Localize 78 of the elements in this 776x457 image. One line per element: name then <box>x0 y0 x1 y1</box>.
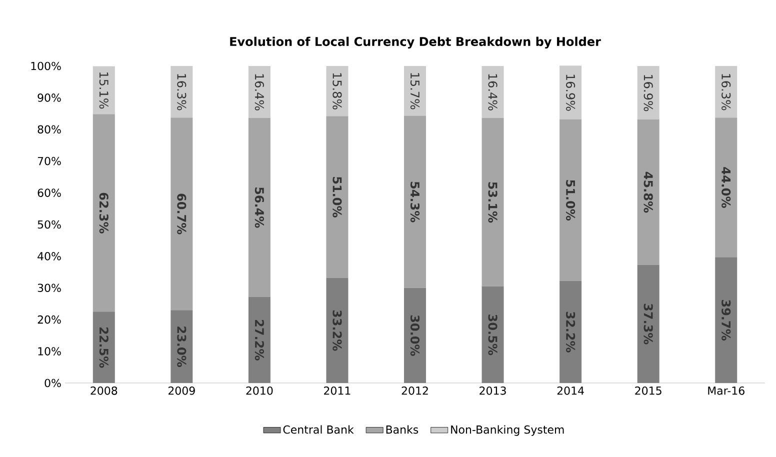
data-label: 39.7% <box>722 300 731 340</box>
x-tick-label: 2014 <box>557 386 584 395</box>
bar <box>326 66 348 116</box>
y-tick-label: 60% <box>38 188 61 197</box>
bar <box>404 288 426 383</box>
data-label: 56.4% <box>254 187 264 228</box>
y-tick-label: 80% <box>38 125 61 134</box>
bar <box>92 114 115 312</box>
x-tick-label: Mar-16 <box>708 386 744 395</box>
x-tick-label: 2010 <box>246 386 273 395</box>
legend-label: Non-Banking System <box>451 425 564 436</box>
legend-label: Banks <box>386 425 418 434</box>
x-tick-label: 2008 <box>90 386 118 395</box>
data-label: 33.2% <box>332 310 342 351</box>
bar <box>715 118 738 258</box>
x-tick-label: 2009 <box>168 386 195 395</box>
chart-title: Evolution of Local Currency Debt Breakdown by Holder <box>230 36 601 48</box>
bar <box>92 66 115 114</box>
y-tick-label: 70% <box>38 156 61 166</box>
data-label: 53.1% <box>488 182 498 223</box>
y-tick-label: 100% <box>31 62 61 70</box>
legend-label: Central Bank <box>283 425 354 434</box>
data-label: 16.3% <box>722 74 731 110</box>
bar <box>637 264 660 383</box>
data-label: 15.7% <box>410 73 420 110</box>
data-label: 27.2% <box>254 320 264 360</box>
bar <box>482 286 504 383</box>
data-label: 51.0% <box>566 180 576 221</box>
bar <box>248 66 270 118</box>
bar <box>715 66 738 118</box>
bar <box>404 66 426 116</box>
y-tick-label: 50% <box>38 220 61 229</box>
bar <box>482 66 504 118</box>
bar <box>326 278 348 383</box>
y-tick-label: 40% <box>38 252 61 260</box>
bar <box>637 66 660 120</box>
x-tick-label: 2013 <box>480 386 506 395</box>
data-label: 51.0% <box>332 177 342 218</box>
bar <box>170 310 193 383</box>
data-label: 15.8% <box>332 73 342 110</box>
bar <box>92 312 115 383</box>
x-tick-label: 2012 <box>402 386 428 395</box>
data-label: 45.8% <box>644 172 653 213</box>
bar <box>560 119 582 281</box>
y-tick-label: 20% <box>38 315 61 324</box>
data-label: 44.0% <box>722 167 731 208</box>
data-label: 16.9% <box>566 74 576 111</box>
data-label: 37.3% <box>644 304 653 344</box>
bar <box>248 296 270 383</box>
bar <box>326 116 348 278</box>
data-label: 16.3% <box>177 74 186 110</box>
x-tick-label: 2011 <box>324 386 350 395</box>
y-tick-label: 0% <box>44 378 61 388</box>
y-tick-label: 30% <box>38 284 61 292</box>
y-tick-label: 10% <box>38 347 61 356</box>
data-label: 54.3% <box>410 182 420 222</box>
data-label: 60.7% <box>177 194 186 234</box>
data-label: 30.0% <box>410 315 420 356</box>
bar <box>248 118 270 297</box>
data-label: 15.1% <box>99 72 108 109</box>
bar <box>715 257 738 383</box>
bar <box>170 118 193 310</box>
data-label: 16.4% <box>488 74 498 110</box>
bar <box>170 66 193 118</box>
data-label: 16.9% <box>644 75 653 112</box>
data-label: 22.5% <box>99 327 108 368</box>
bar <box>637 120 660 265</box>
data-label: 62.3% <box>99 192 108 234</box>
y-tick-label: 90% <box>38 94 61 102</box>
bar <box>560 280 582 383</box>
data-label: 16.4% <box>254 74 264 110</box>
data-label: 30.5% <box>488 314 498 356</box>
bar <box>560 66 582 120</box>
bar <box>482 118 504 286</box>
x-tick-label: 2015 <box>635 386 662 395</box>
data-label: 23.0% <box>177 326 186 367</box>
bar <box>404 116 426 288</box>
data-label: 32.2% <box>566 312 576 352</box>
